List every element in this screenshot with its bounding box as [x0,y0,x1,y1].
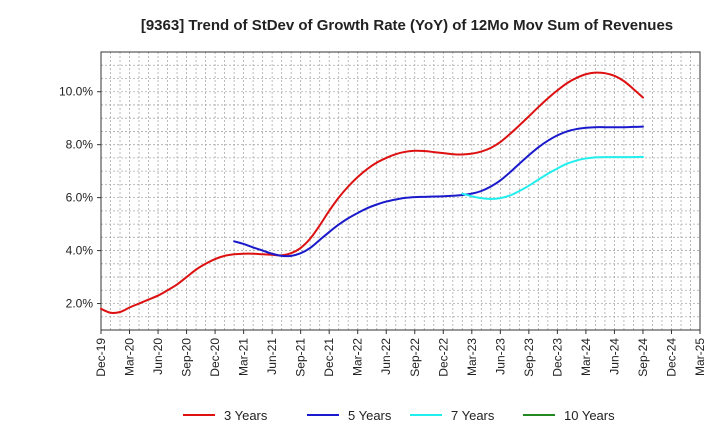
x-tick-label: Mar-23 [465,338,479,376]
y-tick-label: 4.0% [66,244,94,258]
x-tick-label: Jun-20 [151,338,165,375]
y-tick-label: 6.0% [66,191,94,205]
x-tick-label: Dec-21 [322,338,336,377]
x-tick-label: Sep-21 [294,338,308,377]
chart-title: [9363] Trend of StDev of Growth Rate (Yo… [141,17,673,34]
x-tick-label: Dec-19 [94,338,108,377]
y-tick-label: 2.0% [66,297,94,311]
legend-label-5-years: 5 Years [348,408,392,423]
x-tick-label: Dec-23 [550,338,564,377]
series-line-3-years [100,71,644,315]
series-line-5-years [233,125,644,258]
x-tick-label: Jun-23 [493,338,507,375]
y-tick-label: 10.0% [59,85,93,99]
legend-label-7-years: 7 Years [451,408,495,423]
x-tick-label: Sep-20 [180,338,194,377]
legend: 3 Years 5 Years 7 Years 10 Years [183,408,615,423]
legend-label-10-years: 10 Years [564,408,615,423]
plot-area: 2.0% 4.0% 6.0% 8.0% 10.0% Dec-19 Mar-20 Jun-20 S… [59,51,707,377]
series-line-7-years [461,155,644,200]
x-tick-label: Dec-22 [436,338,450,377]
x-tick-label: Jun-22 [379,338,393,375]
x-tick-label: Mar-24 [579,338,593,376]
x-tick-label: Mar-21 [237,338,251,376]
x-tick-label: Jun-21 [265,338,279,375]
x-tick-label: Dec-24 [664,338,678,377]
x-tick-label: Mar-20 [123,338,137,376]
x-tick-label: Mar-22 [351,338,365,376]
x-tick-label: Dec-20 [208,338,222,377]
y-tick-label: 8.0% [66,138,94,152]
x-tick-label: Mar-25 [693,338,707,376]
plot-border [100,51,701,331]
legend-label-3-years: 3 Years [224,408,268,423]
x-tick-label: Sep-23 [522,338,536,377]
x-tick-label: Sep-24 [636,338,650,377]
x-tick-label: Sep-22 [408,338,422,377]
x-tick-label: Jun-24 [607,338,621,375]
